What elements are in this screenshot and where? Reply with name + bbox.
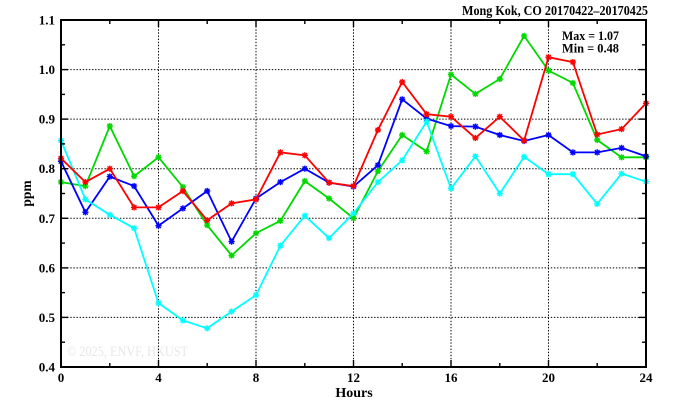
svg-text:0.8: 0.8 (39, 161, 56, 176)
svg-text:Min = 0.48: Min = 0.48 (562, 41, 619, 55)
svg-text:ppm: ppm (19, 180, 34, 207)
svg-text:4: 4 (155, 370, 162, 385)
svg-text:0.6: 0.6 (39, 260, 56, 275)
svg-text:0.5: 0.5 (39, 310, 56, 325)
svg-text:16: 16 (445, 370, 459, 385)
svg-text:0.9: 0.9 (39, 112, 56, 127)
svg-text:Mong Kok, CO 20170422–20170425: Mong Kok, CO 20170422–20170425 (462, 3, 648, 18)
svg-text:8: 8 (253, 370, 260, 385)
svg-text:Hours: Hours (335, 386, 373, 401)
svg-text:© 2025, ENVF, HKUST: © 2025, ENVF, HKUST (67, 344, 188, 360)
svg-text:1.0: 1.0 (39, 62, 55, 77)
svg-text:0.4: 0.4 (39, 360, 56, 375)
svg-text:Max = 1.07: Max = 1.07 (562, 29, 619, 43)
svg-text:0: 0 (58, 370, 65, 385)
svg-text:20: 20 (542, 370, 555, 385)
svg-text:24: 24 (640, 370, 654, 385)
svg-text:12: 12 (347, 370, 360, 385)
svg-text:0.7: 0.7 (39, 211, 56, 226)
svg-text:1.1: 1.1 (39, 13, 55, 28)
